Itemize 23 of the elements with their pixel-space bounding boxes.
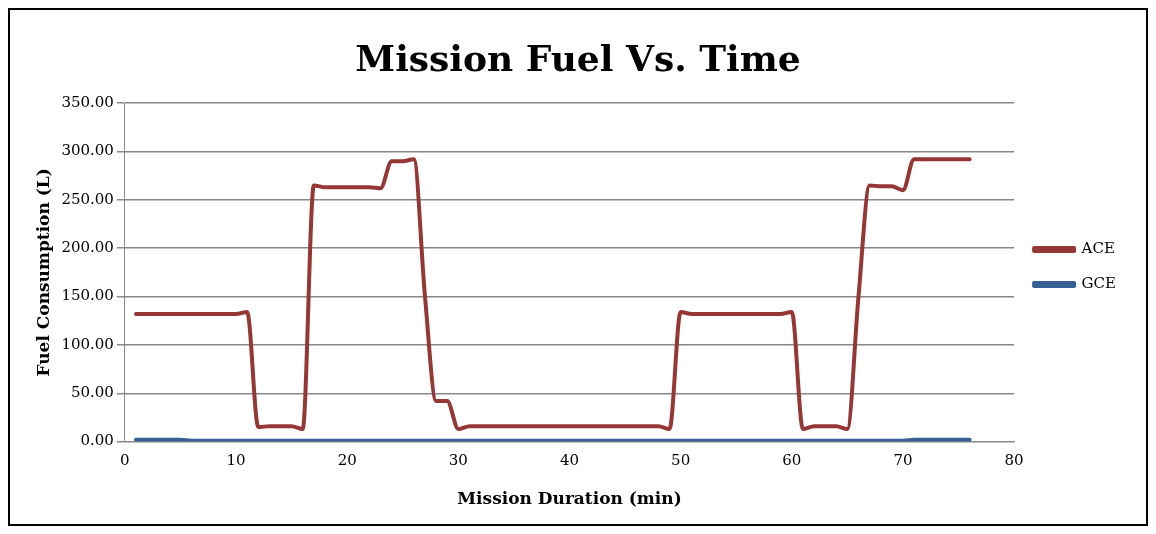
x-tick-label: 60 xyxy=(782,451,802,470)
y-tick-label: 200.00 xyxy=(61,238,114,257)
x-axis-title: Mission Duration (min) xyxy=(457,488,682,509)
y-tick-label: 0.00 xyxy=(80,431,114,450)
legend-label: GCE xyxy=(1081,274,1117,293)
y-tick-label: 100.00 xyxy=(61,334,114,353)
y-tick-label: 300.00 xyxy=(61,141,114,160)
y-tick-label: 350.00 xyxy=(61,93,114,112)
x-tick-label: 40 xyxy=(559,451,580,470)
y-tick-label: 250.00 xyxy=(61,189,114,208)
chart-title: Mission Fuel Vs. Time xyxy=(355,36,801,79)
x-tick-label: 20 xyxy=(337,451,357,470)
line-series xyxy=(134,157,972,432)
y-tick-label: 150.00 xyxy=(61,286,114,305)
x-tick-label: 50 xyxy=(671,451,691,470)
x-tick-label: 30 xyxy=(448,451,468,470)
x-tick-label: 0 xyxy=(120,451,130,470)
legend-label: ACE xyxy=(1080,239,1115,258)
x-tick-label: 80 xyxy=(1004,451,1024,470)
x-tick-label: 10 xyxy=(226,451,246,470)
y-tick-label: 50.00 xyxy=(70,383,114,402)
y-axis-title: Fuel Consumption (L) xyxy=(32,168,53,377)
x-tick-label: 70 xyxy=(893,451,913,470)
